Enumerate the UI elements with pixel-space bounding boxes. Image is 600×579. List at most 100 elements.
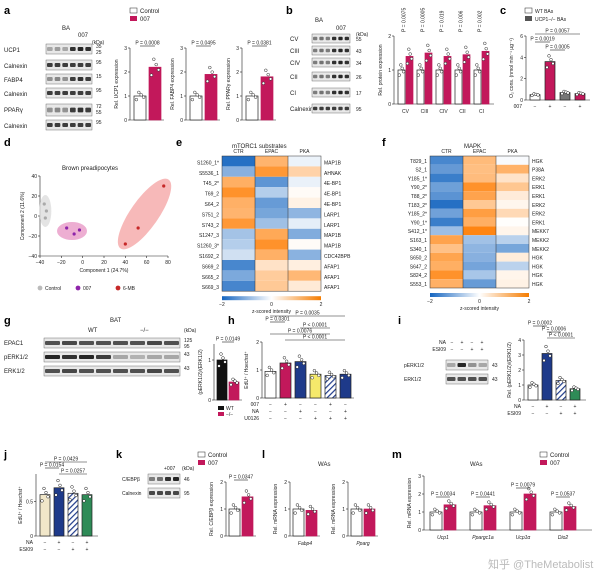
heatmap-cell bbox=[496, 156, 507, 165]
heatmap-cell bbox=[452, 270, 463, 280]
blot-band bbox=[130, 341, 145, 345]
data-point bbox=[229, 511, 233, 515]
bar-condition bbox=[81, 494, 93, 537]
blot-strip bbox=[43, 337, 181, 349]
data-point bbox=[400, 66, 404, 70]
bar-007 bbox=[305, 510, 318, 537]
legend-label-ucp1ko: UCP1−/− BAs bbox=[535, 17, 567, 23]
blot-band bbox=[47, 91, 53, 95]
heatmap-cell bbox=[485, 173, 496, 183]
heatmap-column-label: EPAC bbox=[265, 149, 279, 155]
data-point bbox=[465, 50, 469, 54]
data-point bbox=[542, 358, 546, 363]
heatmap-cell bbox=[441, 261, 452, 271]
blot-strip bbox=[45, 43, 93, 55]
y-tick-label: 1 bbox=[518, 383, 521, 389]
heatmap-cell bbox=[255, 270, 266, 281]
data-point bbox=[217, 364, 221, 368]
data-point bbox=[265, 373, 269, 378]
heatmap-title: mTORC1 substrates bbox=[232, 144, 287, 150]
p-value: P = 0.0005 bbox=[421, 8, 427, 32]
heatmap-cell bbox=[463, 173, 474, 183]
heatmap-cell bbox=[474, 279, 485, 288]
data-point bbox=[462, 60, 467, 64]
heatmap-cell bbox=[255, 260, 266, 271]
bar-control bbox=[292, 508, 305, 537]
heatmap-cell bbox=[288, 218, 299, 229]
heatmap-cell bbox=[441, 208, 452, 218]
heatmap-cell bbox=[496, 235, 507, 244]
blot-band bbox=[332, 48, 337, 53]
point-control bbox=[43, 216, 47, 220]
blot-band bbox=[62, 355, 77, 359]
blot-band bbox=[164, 355, 179, 359]
bar-condition bbox=[67, 492, 79, 537]
data-point bbox=[435, 73, 440, 77]
p-value: P = 0.0034 bbox=[431, 492, 455, 498]
bar-control bbox=[416, 69, 425, 105]
data-point bbox=[82, 499, 86, 503]
heatmap-cell bbox=[222, 249, 233, 260]
data-point bbox=[44, 490, 48, 495]
blot-kda-unit: (kDa) bbox=[184, 328, 197, 334]
heatmap-cell bbox=[233, 208, 244, 219]
p-value: P < 0.0001 bbox=[549, 333, 573, 339]
heatmap-cell bbox=[485, 226, 496, 236]
data-point bbox=[84, 486, 88, 491]
y-tick-label: 2 bbox=[342, 480, 345, 486]
heatmap-cell bbox=[277, 166, 288, 177]
blot-band bbox=[319, 48, 324, 53]
heatmap-cell bbox=[518, 208, 529, 218]
heatmap-cell bbox=[266, 260, 277, 271]
heatmap-cell bbox=[496, 200, 507, 209]
heatmap-cell bbox=[452, 173, 463, 183]
legend-label-007: 007 bbox=[208, 461, 219, 467]
y-tick-label: 3 bbox=[180, 46, 183, 52]
x-sign: − bbox=[532, 404, 535, 410]
data-point bbox=[190, 97, 195, 102]
heatmap-cell bbox=[266, 166, 277, 177]
blot-band bbox=[313, 48, 318, 53]
heatmap-cell bbox=[255, 187, 266, 198]
y-axis-label: EdU⁺ / Hoechst⁺ bbox=[18, 486, 24, 524]
heatmap-cell bbox=[518, 226, 529, 236]
heatmap-protein-label: MAP1B bbox=[324, 244, 342, 250]
blot-band bbox=[54, 47, 61, 51]
panel-d: Brown preadipocytes −40 −20 0 20 40 60 80 −40 −2… bbox=[20, 166, 172, 292]
y-tick-label: 2 bbox=[388, 34, 391, 40]
heatmap-cell bbox=[474, 191, 485, 200]
y-axis-label: Rel. mRNA expression bbox=[407, 478, 413, 529]
data-point bbox=[88, 495, 92, 499]
x-sign: + bbox=[299, 409, 302, 415]
panel-f: MAPK CTR EPAC PKA T829_1 HGK S2_1 P38A Y185_1* E… bbox=[408, 144, 549, 312]
blot-sign: − bbox=[451, 340, 454, 346]
heatmap-cell bbox=[222, 208, 233, 219]
y-axis-label: EdU⁺ / Hoechst⁺ bbox=[244, 351, 250, 389]
legend-label-control: Control bbox=[208, 453, 227, 459]
blot-row-label: FABP4 bbox=[4, 78, 23, 84]
data-point bbox=[236, 508, 240, 513]
x-tick-label: CI bbox=[479, 109, 484, 115]
y-tick-label: 0 bbox=[124, 118, 127, 124]
p-value: P = 0.0002 bbox=[528, 321, 552, 327]
heatmap-cell bbox=[507, 217, 518, 227]
heatmap-cell bbox=[266, 176, 277, 188]
blot-row-label: CIV bbox=[290, 61, 300, 67]
kda-marker: 43 bbox=[492, 377, 498, 383]
blot-band bbox=[62, 77, 68, 81]
heatmap-cell bbox=[277, 208, 288, 219]
data-point bbox=[358, 508, 362, 513]
color-scale-bar bbox=[222, 296, 321, 301]
panel-m-title: WAs bbox=[470, 462, 482, 468]
blot-band bbox=[54, 63, 61, 67]
y-tick-label: 1 bbox=[220, 507, 223, 513]
heatmap-cell bbox=[430, 261, 441, 271]
data-point bbox=[464, 45, 468, 49]
heatmap-cell bbox=[288, 280, 299, 292]
x-tick-label: CIII bbox=[421, 109, 429, 115]
heatmap-cell bbox=[310, 197, 321, 208]
data-point bbox=[347, 373, 351, 378]
heatmap-cell bbox=[288, 249, 299, 260]
y-axis-label: Rel. C/EBPβ expression bbox=[209, 482, 215, 536]
data-point bbox=[515, 509, 519, 513]
